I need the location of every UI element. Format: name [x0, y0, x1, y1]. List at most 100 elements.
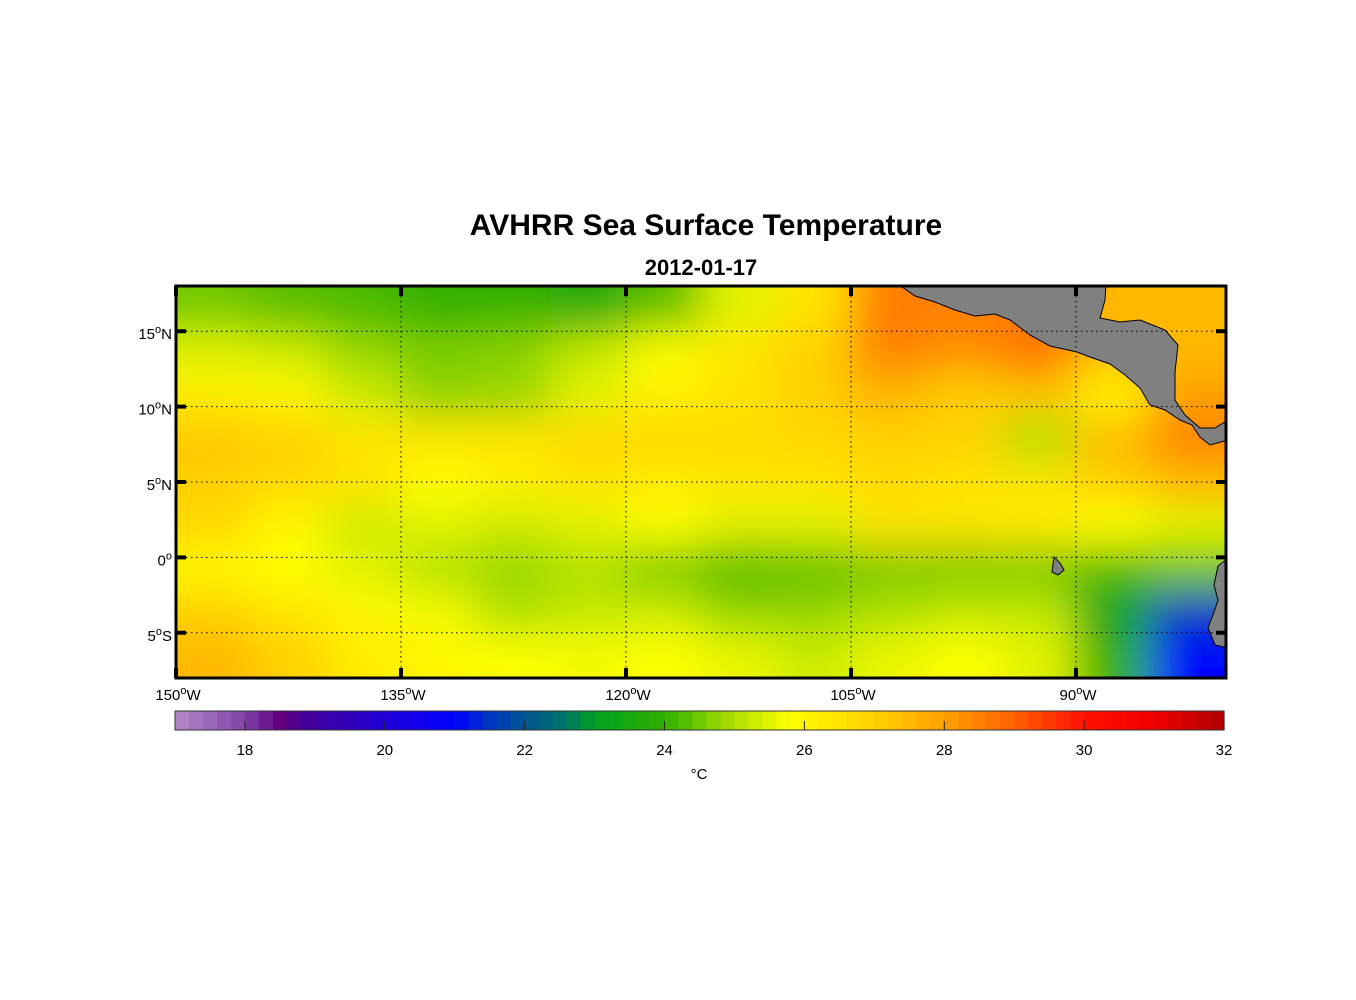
sst-cell [1001, 373, 1077, 418]
sst-cell [401, 329, 477, 375]
sst-cell [326, 460, 402, 505]
sst-cell [626, 286, 702, 331]
colorbar-swatch [524, 711, 540, 730]
lon-tick-label: 105oW [830, 685, 876, 704]
sst-cell [776, 634, 852, 678]
colorbar-swatch [300, 711, 316, 730]
sst-cell [926, 590, 1002, 636]
sst-cell [251, 329, 327, 375]
sst-cell [551, 634, 627, 678]
colorbar-frame [174, 710, 1225, 731]
sst-cell [326, 373, 402, 418]
colorbar-swatch [594, 711, 610, 730]
colorbar-swatch [1042, 711, 1057, 730]
sst-cell [626, 503, 702, 549]
sst-cell [701, 503, 777, 549]
colorbar-swatch [272, 711, 288, 730]
sst-cell [626, 634, 702, 678]
colorbar-swatch [790, 711, 805, 730]
sst-cell [926, 329, 1002, 375]
colorbar-tick-label: 30 [1076, 742, 1093, 759]
colorbar-swatch [440, 711, 456, 730]
sst-cell [551, 503, 627, 549]
colorbar-swatch [454, 711, 470, 730]
sst-cell [851, 590, 927, 636]
colorbar-swatch [175, 711, 190, 730]
colorbar-swatch [538, 711, 554, 730]
lat-tick-label: 10oN [138, 400, 172, 419]
sst-cell [251, 416, 327, 462]
sst-cell [251, 286, 327, 331]
sst-cell [776, 460, 852, 505]
sst-cell [626, 590, 702, 636]
colorbar-swatch [650, 711, 666, 730]
colorbar-swatch [818, 711, 833, 730]
sst-cell [476, 634, 552, 678]
colorbar-swatch [846, 711, 861, 730]
sst-cell [326, 286, 402, 331]
colorbar-tick-label: 22 [516, 742, 533, 759]
colorbar-swatch [874, 711, 889, 730]
sst-cell [476, 329, 552, 375]
sst-cell [476, 547, 552, 592]
sst-cell [176, 329, 252, 375]
sst-cell [701, 590, 777, 636]
sst-cell [1076, 634, 1152, 678]
sst-cell [251, 590, 327, 636]
sst-cell [401, 416, 477, 462]
sst-cell [851, 329, 927, 375]
sst-cell [551, 373, 627, 418]
sst-cell [401, 503, 477, 549]
sst-cell [776, 590, 852, 636]
sst-cell [1076, 503, 1152, 549]
sst-cell [251, 460, 327, 505]
sst-cell [701, 634, 777, 678]
map-subtitle: 2012-01-17 [645, 255, 758, 280]
colorbar-swatch [902, 711, 917, 730]
sst-cell [326, 503, 402, 549]
colorbar-swatch [678, 711, 694, 730]
sst-cell [626, 460, 702, 505]
sst-cell [551, 590, 627, 636]
sst-cell [626, 329, 702, 375]
colorbar-swatch [356, 711, 372, 730]
colorbar-swatch [916, 711, 931, 730]
sst-cell [851, 547, 927, 592]
colorbar-swatch [342, 711, 358, 730]
map-axes: 150oW 135oW 120oW 105oW 90oW 15oN 10oN 5oN 0o 5oS [138, 286, 1226, 704]
sst-cell [401, 460, 477, 505]
sst-cell [701, 416, 777, 462]
sst-cell [326, 416, 402, 462]
colorbar-swatch [748, 711, 764, 730]
colorbar-swatch [188, 711, 204, 730]
sst-cell [851, 416, 927, 462]
colorbar-swatch [1154, 711, 1169, 730]
colorbar-swatch [664, 711, 680, 730]
sst-cell [176, 547, 252, 592]
sst-cell [401, 547, 477, 592]
colorbar-swatch [1000, 711, 1015, 730]
colorbar-tick-label: 32 [1216, 742, 1233, 759]
colorbar-swatch [1014, 711, 1029, 730]
colorbar-swatch [776, 711, 792, 730]
colorbar-swatch [804, 711, 819, 730]
colorbar-swatch [370, 711, 386, 730]
sst-cell [176, 286, 252, 331]
colorbar: 18 20 22 24 26 28 30 32 [174, 710, 1233, 759]
colorbar-swatch [426, 711, 442, 730]
colorbar-swatch [468, 711, 484, 730]
sst-cell [1001, 634, 1077, 678]
sst-cell [251, 547, 327, 592]
colorbar-swatch [720, 711, 736, 730]
colorbar-swatch [608, 711, 624, 730]
sst-cell [776, 503, 852, 549]
sst-cell [1151, 503, 1226, 549]
sst-cell [701, 460, 777, 505]
sst-cell [626, 373, 702, 418]
sst-cell [476, 590, 552, 636]
sst-cell [926, 503, 1002, 549]
sst-cell [851, 503, 927, 549]
sst-cell [1151, 460, 1226, 505]
colorbar-swatch [384, 711, 400, 730]
sst-cell [1001, 590, 1077, 636]
